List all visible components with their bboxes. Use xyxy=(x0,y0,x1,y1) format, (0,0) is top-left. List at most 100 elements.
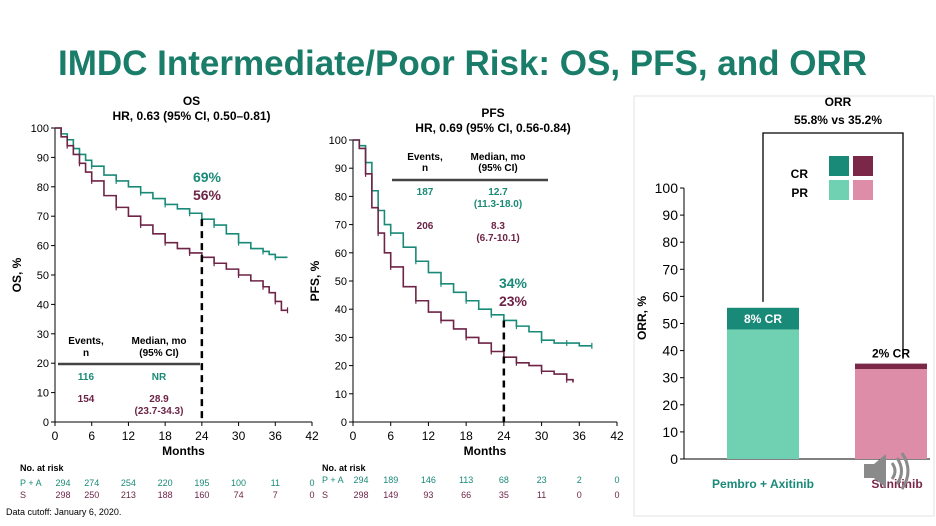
orr-bar-pr-1 xyxy=(855,369,927,459)
os-y-tick-label: 40 xyxy=(37,299,49,311)
pfs-table-events-pa: 187 xyxy=(417,187,434,198)
pfs-curve-pa xyxy=(353,139,592,347)
os-table-header-events: Events, xyxy=(68,336,104,347)
pfs-at-risk-name: P + A xyxy=(322,475,344,485)
os-y-tick-label: 100 xyxy=(31,123,49,135)
os-x-tick-label: 6 xyxy=(88,429,95,443)
pfs-table-header-median: Median, mo xyxy=(470,152,525,163)
os-y-tick-label: 60 xyxy=(37,241,49,253)
pfs-y-tick-label: 90 xyxy=(335,163,347,175)
orr-bar-cr-0 xyxy=(727,307,799,330)
orr-comparison-bracket xyxy=(762,132,904,359)
pfs-at-risk-value: 0 xyxy=(614,475,619,485)
pfs-table-header-events: Events, xyxy=(407,152,443,163)
os-curve-pa xyxy=(55,127,288,259)
os-at-risk-value: 188 xyxy=(158,490,173,500)
orr-legend-cr-maroon xyxy=(853,156,873,176)
os-y-tick-label: 70 xyxy=(37,211,49,223)
os-at-risk-label: No. at risk xyxy=(20,463,65,473)
os-subtitle: HR, 0.63 (95% CI, 0.50–0.81) xyxy=(112,109,270,123)
pfs-y-tick-label: 100 xyxy=(329,135,347,147)
pfs-table-events-s: 206 xyxy=(417,221,434,232)
os-table-events-s: 154 xyxy=(78,394,95,405)
os-at-risk-value: 274 xyxy=(84,478,99,488)
os-table-events-pa: 116 xyxy=(78,372,95,383)
os-table-ci-s: (23.7-34.3) xyxy=(135,406,184,417)
pfs-annotation-pa: 34% xyxy=(499,275,528,291)
data-cutoff-note: Data cutoff: January 6, 2020. xyxy=(6,507,122,517)
os-x-tick-label: 36 xyxy=(269,429,283,443)
pfs-x-tick-label: 24 xyxy=(497,429,511,443)
orr-bar-pr-0 xyxy=(727,329,799,459)
os-x-axis-label: Months xyxy=(162,444,205,458)
os-y-tick-label: 10 xyxy=(37,388,49,400)
os-y-tick-label: 80 xyxy=(37,182,49,194)
pfs-at-risk-value: 146 xyxy=(421,475,436,485)
os-at-risk-value: 0 xyxy=(309,478,314,488)
os-at-risk-value: 74 xyxy=(234,490,244,500)
os-at-risk-value: 250 xyxy=(84,490,99,500)
pfs-x-tick-label: 0 xyxy=(350,429,357,443)
os-y-tick-label: 20 xyxy=(37,358,49,370)
pfs-at-risk-value: 113 xyxy=(459,475,473,485)
slide-title: IMDC Intermediate/Poor Risk: OS, PFS, an… xyxy=(58,44,868,83)
pfs-table-header-median: (95% CI) xyxy=(478,163,517,174)
pfs-annotation-s: 23% xyxy=(499,293,528,309)
pfs-title: PFS xyxy=(481,106,504,120)
os-table-median-pa: NR xyxy=(152,372,167,383)
pfs-at-risk-value: 294 xyxy=(353,475,368,485)
speaker-icon[interactable] xyxy=(858,448,918,494)
pfs-at-risk-value: 2 xyxy=(577,475,582,485)
os-at-risk-value: 220 xyxy=(158,478,173,488)
pfs-y-tick-label: 80 xyxy=(335,191,347,203)
pfs-curve-s xyxy=(353,139,574,383)
orr-y-tick-label: 100 xyxy=(655,180,679,196)
os-at-risk-value: 195 xyxy=(194,478,209,488)
os-x-tick-label: 0 xyxy=(52,429,59,443)
pfs-x-tick-label: 6 xyxy=(387,429,394,443)
orr-title: ORR xyxy=(825,95,852,109)
pfs-x-tick-label: 42 xyxy=(610,429,624,443)
orr-y-tick-label: 10 xyxy=(662,424,678,440)
pfs-y-tick-label: 10 xyxy=(335,389,347,401)
os-at-risk-value: 0 xyxy=(309,490,314,500)
os-curve-s xyxy=(55,127,288,312)
os-at-risk-value: 298 xyxy=(55,490,70,500)
os-x-tick-label: 24 xyxy=(195,429,209,443)
os-annotation-pa: 69% xyxy=(193,169,222,185)
os-annotation-s: 56% xyxy=(193,187,222,203)
orr-bar-label-1: 2% CR xyxy=(872,347,910,361)
os-at-risk-value: 294 xyxy=(55,478,70,488)
pfs-y-tick-label: 50 xyxy=(335,276,347,288)
os-x-tick-label: 30 xyxy=(232,429,246,443)
pfs-at-risk-value: 68 xyxy=(499,475,509,485)
orr-y-axis-label: ORR, % xyxy=(635,296,649,340)
os-title: OS xyxy=(183,94,200,108)
os-x-tick-label: 12 xyxy=(122,429,136,443)
pfs-at-risk-value: 0 xyxy=(577,490,582,500)
orr-legend-pr-label: PR xyxy=(791,186,808,200)
pfs-y-axis-label: PFS, % xyxy=(308,260,322,301)
pfs-at-risk-value: 11 xyxy=(537,490,546,500)
os-table-header-events: n xyxy=(83,348,89,359)
orr-legend-pr-pink xyxy=(853,180,873,200)
os-x-tick-label: 18 xyxy=(158,429,172,443)
orr-category-label-0: Pembro + Axitinib xyxy=(712,477,814,491)
os-y-axis-label: OS, % xyxy=(10,257,24,292)
pfs-y-tick-label: 40 xyxy=(335,304,347,316)
os-at-risk-value: 7 xyxy=(273,490,278,500)
os-at-risk-name: S xyxy=(20,490,26,500)
pfs-at-risk-name: S xyxy=(322,490,328,500)
orr-y-tick-label: 80 xyxy=(662,234,678,250)
pfs-at-risk-label: No. at risk xyxy=(322,463,367,473)
pfs-at-risk-value: 189 xyxy=(383,475,398,485)
pfs-table-header-events: n xyxy=(422,163,428,174)
os-at-risk-name: P + A xyxy=(20,478,42,488)
orr-panel-border xyxy=(633,95,935,517)
orr-legend-pr-teal xyxy=(829,180,849,200)
orr-y-tick-label: 50 xyxy=(662,316,678,332)
pfs-at-risk-value: 93 xyxy=(423,490,433,500)
os-at-risk-value: 213 xyxy=(121,490,136,500)
pfs-x-tick-label: 36 xyxy=(573,429,587,443)
pfs-table-ci-s: (6.7-10.1) xyxy=(476,233,519,244)
